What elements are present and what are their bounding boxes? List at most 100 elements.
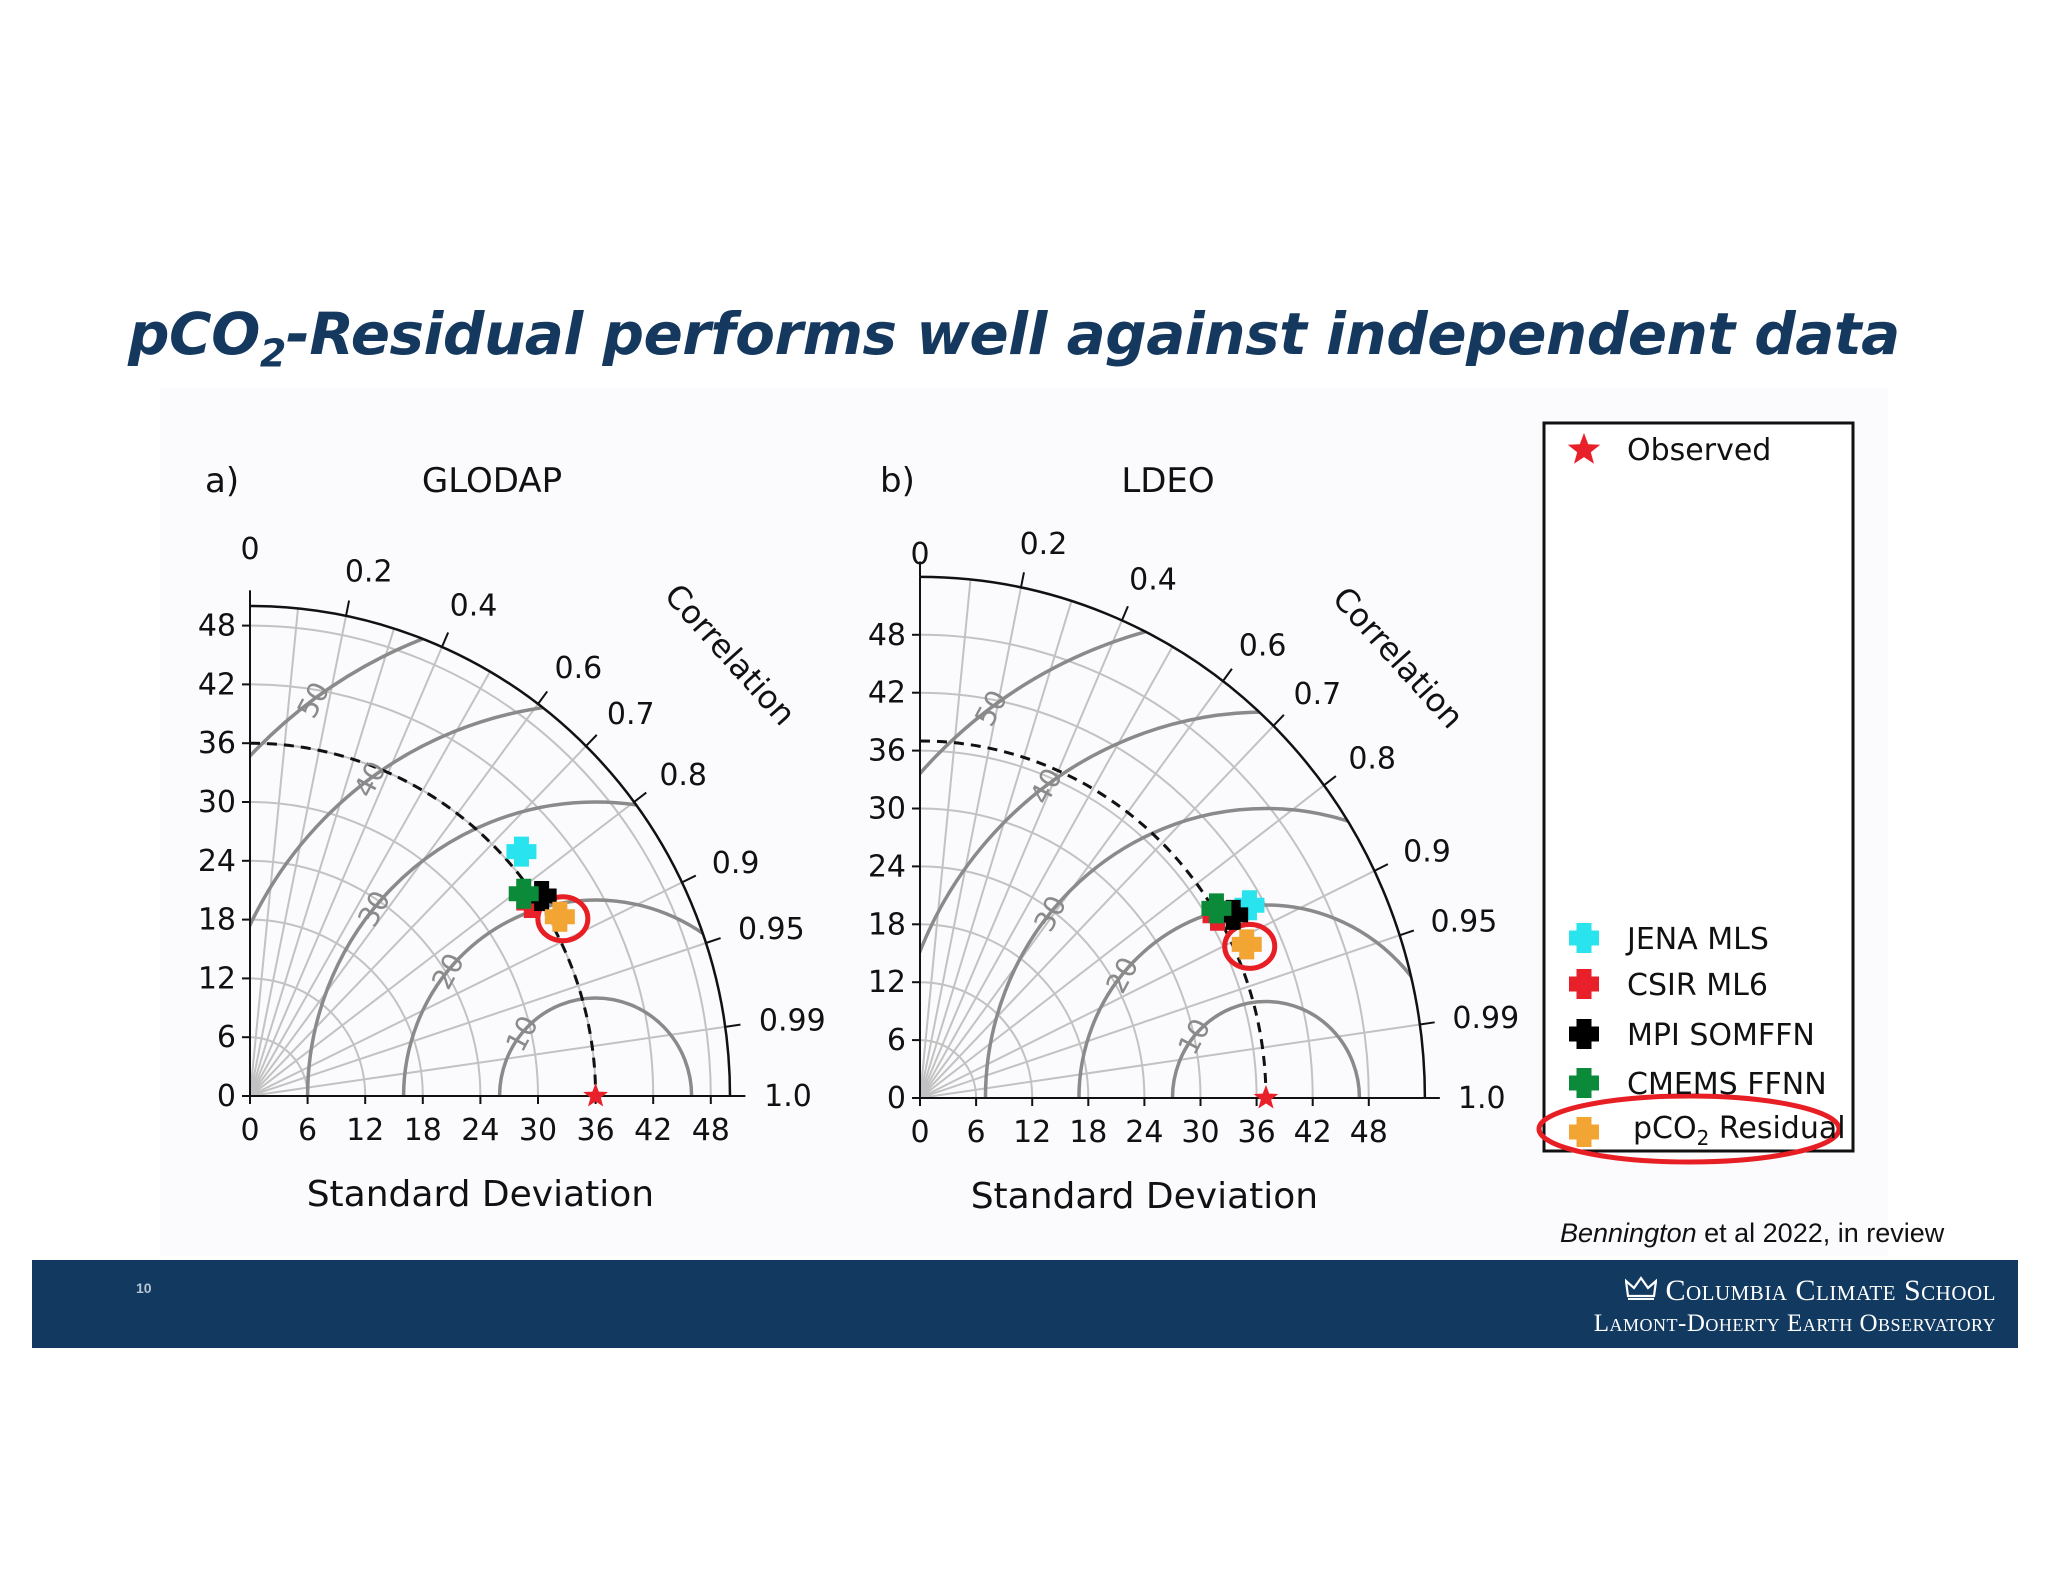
correlation-tick	[1019, 572, 1025, 588]
panel-label: b)	[880, 461, 915, 501]
legend-marker-mpi-somffn	[1569, 1019, 1599, 1049]
rmsd-contour-20	[401, 898, 730, 1096]
x-tick-label: 0	[910, 1115, 929, 1150]
y-tick-label: 36	[198, 726, 236, 761]
legend-label: CMEMS FFNN	[1627, 1067, 1827, 1102]
correlation-ray	[920, 784, 1325, 1098]
observed-star	[583, 1083, 608, 1107]
x-tick-label: 12	[346, 1113, 384, 1148]
rmsd-contour-10	[1170, 999, 1362, 1098]
correlation-tick	[1419, 1021, 1435, 1026]
legend-label: MPI SOMFFN	[1627, 1018, 1815, 1053]
correlation-tick	[725, 1023, 741, 1028]
legend-highlight-sub: 2	[1697, 1126, 1710, 1150]
rmsd-contour-30	[983, 806, 1425, 1098]
legend-marker-mpi-somffn-shape	[1569, 1019, 1599, 1049]
correlation-ray	[920, 934, 1400, 1098]
y-tick-label: 48	[198, 609, 236, 644]
correlation-ray	[250, 615, 347, 1096]
std-grid-arc	[250, 801, 539, 1096]
std-grid-arc	[920, 981, 1034, 1098]
correlation-tick-label: 0.95	[1431, 904, 1498, 939]
x-tick-label: 6	[967, 1115, 986, 1150]
correlation-tick	[1121, 605, 1129, 621]
x-tick-label: 48	[1350, 1115, 1388, 1150]
x-tick-label: 12	[1013, 1115, 1051, 1150]
marker-pco2-residual-shape	[1231, 929, 1262, 960]
x-tick-label: 18	[404, 1113, 442, 1148]
x-tick-label: 42	[1294, 1115, 1332, 1150]
correlation-tick	[705, 937, 721, 944]
outer-correlation-arc	[919, 575, 1427, 1099]
y-tick-label: 6	[887, 1023, 906, 1058]
footer-line1-row: Columbia Climate School	[1594, 1274, 1996, 1308]
std-grid-arc	[250, 977, 367, 1096]
legend-label: CSIR ML6	[1627, 968, 1768, 1003]
x-axis-label: Standard Deviation	[307, 1174, 654, 1215]
correlation-tick	[1399, 929, 1415, 937]
correlation-tick-label: 0.2	[1020, 527, 1068, 562]
correlation-tick-label: 0.4	[450, 589, 498, 624]
panel-title: GLODAP	[422, 461, 562, 501]
std-grid-arc	[250, 859, 482, 1096]
correlation-ray	[250, 942, 707, 1096]
correlation-tick-label: 0.7	[1294, 677, 1342, 712]
marker-jena-mls	[506, 836, 537, 867]
correlation-ray	[920, 646, 1174, 1098]
citation-author: Bennington	[1560, 1218, 1697, 1248]
correlation-tick	[633, 791, 647, 803]
legend-marker-jena-mls-shape	[1569, 923, 1599, 953]
y-tick-label: 6	[217, 1020, 236, 1055]
x-tick-label: 36	[577, 1113, 615, 1148]
correlation-ray	[920, 600, 1073, 1098]
correlation-tick-label: 0.8	[659, 758, 707, 793]
legend-marker-cmems-ffnn	[1569, 1068, 1599, 1098]
correlation-ray	[250, 1025, 726, 1096]
correlation-tick-label: 0.8	[1348, 742, 1396, 777]
y-tick-label: 30	[198, 785, 236, 820]
legend-highlight-label: pCO2 Residual	[1633, 1111, 1846, 1150]
reference-std-arc	[249, 741, 598, 1097]
legend-marker-pco2-residual	[1569, 1117, 1599, 1147]
outer-correlation-arc	[249, 604, 732, 1097]
std-grid-arc	[920, 807, 1202, 1098]
panel-label: a)	[205, 461, 239, 501]
y-tick-label: 18	[198, 903, 236, 938]
x-tick-label: 30	[519, 1113, 557, 1148]
std-grid-arc	[920, 633, 1370, 1098]
correlation-tick-label: 0.95	[738, 912, 805, 947]
marker-jena-mls-shape	[506, 836, 537, 867]
legend-marker-csir-ml6-shape	[1569, 969, 1599, 999]
y-tick-label: 12	[868, 965, 906, 1000]
title-prefix: pCO	[128, 300, 260, 368]
correlation-ray	[250, 703, 539, 1096]
x-tick-label: 42	[634, 1113, 672, 1148]
citation-rest: et al 2022, in review	[1696, 1218, 1945, 1248]
rmsd-contour-label: 50	[968, 685, 1014, 732]
x-tick-label: 30	[1181, 1115, 1219, 1150]
correlation-ray	[250, 745, 587, 1096]
slide-title: pCO2-Residual performs well against inde…	[128, 300, 1900, 376]
marker-cmems-ffnn	[508, 878, 539, 909]
marker-cmems-ffnn-shape	[508, 878, 539, 909]
y-tick-label: 18	[868, 907, 906, 942]
legend-marker-cmems-ffnn-shape	[1569, 1068, 1599, 1098]
correlation-tick-label: 1.0	[764, 1079, 812, 1114]
marker-pco2-residual	[1231, 929, 1262, 960]
correlation-ray	[250, 801, 635, 1096]
correlation-tick-label: 0.7	[607, 697, 655, 732]
x-tick-label: 24	[461, 1113, 499, 1148]
crown-icon	[1624, 1274, 1658, 1308]
correlation-tick	[585, 734, 598, 747]
highlight-ring	[535, 894, 591, 944]
legend-highlight-suffix: Residual	[1709, 1111, 1845, 1146]
correlation-ray	[920, 579, 972, 1098]
x-tick-label: 6	[298, 1113, 317, 1148]
legend-highlight-prefix: pCO	[1633, 1111, 1697, 1146]
x-tick-label: 0	[240, 1113, 259, 1148]
std-grid-arc	[920, 691, 1314, 1098]
x-tick-label: 24	[1125, 1115, 1163, 1150]
std-grid-arc	[250, 918, 424, 1096]
x-tick-label: 36	[1238, 1115, 1276, 1150]
